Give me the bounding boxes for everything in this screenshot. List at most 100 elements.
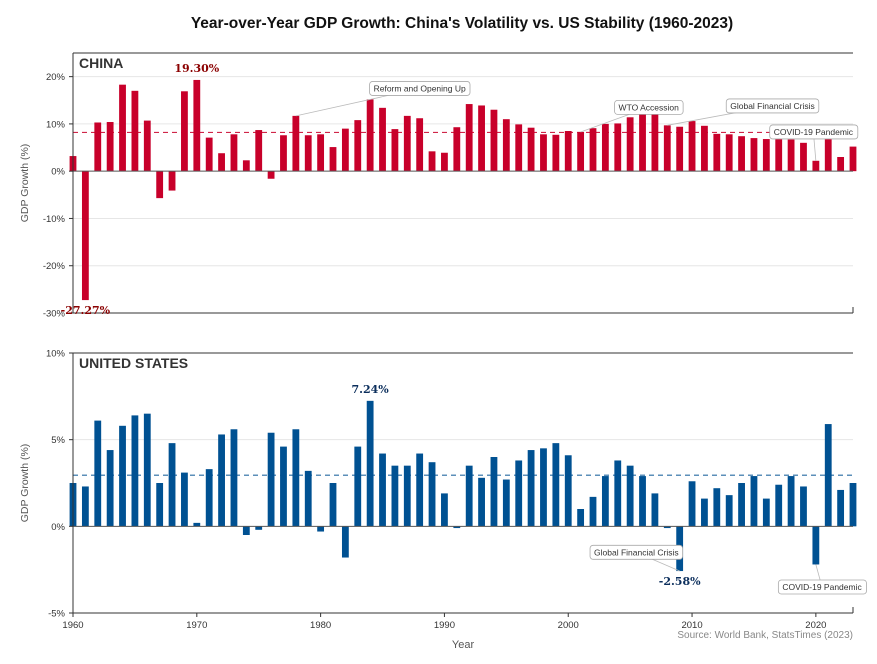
us-bar-1992 xyxy=(465,465,473,527)
china-bar-1993 xyxy=(478,105,485,172)
china-bar-1991 xyxy=(453,127,461,172)
china-bar-1996 xyxy=(515,124,523,172)
annotation-box xyxy=(589,544,684,560)
panel-label: CHINA xyxy=(79,55,123,71)
us-bar-2019 xyxy=(800,486,807,527)
china-bar-2004 xyxy=(614,123,622,172)
us-bar-2022 xyxy=(837,489,845,527)
china-bar-1994 xyxy=(490,109,498,172)
china-bar-1983 xyxy=(354,120,362,172)
data-label: -2.58% xyxy=(659,575,701,588)
us-bar-1982 xyxy=(341,526,349,558)
us-bar-1978 xyxy=(292,429,300,527)
annotation: COVID-19 Pandemic xyxy=(769,124,859,140)
us-bar-2017 xyxy=(775,484,783,527)
us-bar-2001 xyxy=(577,509,585,527)
us-bar-1977 xyxy=(280,446,287,527)
china-bar-1977 xyxy=(280,135,287,172)
us-bar-1976 xyxy=(267,432,275,527)
annotation-box xyxy=(614,99,684,115)
y-tick-label: 10% xyxy=(46,349,66,360)
x-tick-label: 2020 xyxy=(805,620,826,631)
china-bar-2021 xyxy=(824,131,832,172)
china-bar-1981 xyxy=(329,147,337,172)
china-bar-1985 xyxy=(379,107,386,172)
china-bar-1990 xyxy=(441,152,448,172)
x-axis-label: Year xyxy=(452,639,475,651)
us-bar-1983 xyxy=(354,446,362,527)
china-bar-1967 xyxy=(156,171,164,199)
china-bar-2008 xyxy=(663,125,671,172)
us-bar-1988 xyxy=(416,453,424,527)
china-bar-1984 xyxy=(366,99,374,172)
annotation-text: Global Financial Crisis xyxy=(730,101,815,111)
us-bar-1995 xyxy=(502,479,510,527)
data-label: -27.27% xyxy=(61,304,111,317)
y-tick-label: 20% xyxy=(46,72,66,83)
us-bar-1965 xyxy=(131,415,139,527)
china-bar-1972 xyxy=(218,153,225,172)
source-note: Source: World Bank, StatsTimes (2023) xyxy=(677,630,853,641)
china-bar-2000 xyxy=(564,131,572,172)
y-tick-label: 5% xyxy=(51,435,65,446)
china-bar-2002 xyxy=(589,128,597,172)
y-tick-label: 0% xyxy=(51,522,65,533)
us-bar-1985 xyxy=(379,453,386,527)
y-tick-label: 10% xyxy=(46,119,66,130)
china-bar-1986 xyxy=(391,129,399,172)
y-axis-label: GDP Growth (%) xyxy=(19,144,31,223)
china-bar-1971 xyxy=(205,137,213,172)
china-bar-1988 xyxy=(416,118,424,172)
data-label: 19.30% xyxy=(174,62,219,75)
china-bar-2019 xyxy=(800,142,807,172)
x-tick-label: 1980 xyxy=(310,620,331,631)
annotation-box xyxy=(769,124,859,140)
us-bar-2004 xyxy=(614,460,622,527)
x-tick-label: 1970 xyxy=(186,620,207,631)
china-bar-1970 xyxy=(193,79,201,172)
china-bar-2007 xyxy=(651,104,659,172)
us-bar-2014 xyxy=(738,483,745,527)
us-bar-1972 xyxy=(218,434,225,527)
china-bar-1975 xyxy=(255,130,263,172)
us-bar-1962 xyxy=(94,420,102,527)
us-bar-2015 xyxy=(750,476,758,527)
us-bar-1980 xyxy=(317,526,325,532)
us-bar-1973 xyxy=(230,429,238,527)
annotation: WTO Accession xyxy=(614,99,684,115)
us-bar-1994 xyxy=(490,457,498,527)
china-bar-1965 xyxy=(131,90,139,172)
annotation-box xyxy=(369,81,471,96)
us-panel: -5% 0% 5% 10% GDP Growth (%) UNITED STATES 196… xyxy=(19,349,867,651)
us-bar-2002 xyxy=(589,496,597,527)
us-bar-2000 xyxy=(564,455,572,527)
data-label: 7.24% xyxy=(352,383,390,396)
china-bar-2023 xyxy=(849,146,857,172)
china-bar-1964 xyxy=(119,84,126,172)
china-bar-1963 xyxy=(106,122,114,172)
annotation-box xyxy=(725,98,820,114)
us-bar-2013 xyxy=(725,495,733,527)
us-bar-1991 xyxy=(453,526,461,529)
annotation: COVID-19 Pandemic xyxy=(777,579,867,595)
us-bar-1963 xyxy=(106,450,114,527)
us-bar-1987 xyxy=(403,465,411,527)
china-bar-2005 xyxy=(626,117,634,172)
us-bar-2006 xyxy=(639,476,646,527)
us-bar-2021 xyxy=(824,424,832,527)
china-bar-2016 xyxy=(762,139,770,172)
china-bar-2018 xyxy=(787,139,795,172)
china-bar-2014 xyxy=(738,136,745,172)
us-bar-1968 xyxy=(168,443,176,527)
china-bar-2010 xyxy=(688,121,696,172)
x-tick-label: 1990 xyxy=(434,620,455,631)
china-bar-1998 xyxy=(540,134,547,172)
china-bar-2011 xyxy=(701,125,708,172)
x-tick-label: 1960 xyxy=(62,620,83,631)
china-bar-1989 xyxy=(428,151,436,172)
china-bar-2012 xyxy=(713,133,721,172)
y-tick-label: -5% xyxy=(48,609,65,620)
us-bar-1975 xyxy=(255,526,263,530)
china-bar-2015 xyxy=(750,138,758,172)
